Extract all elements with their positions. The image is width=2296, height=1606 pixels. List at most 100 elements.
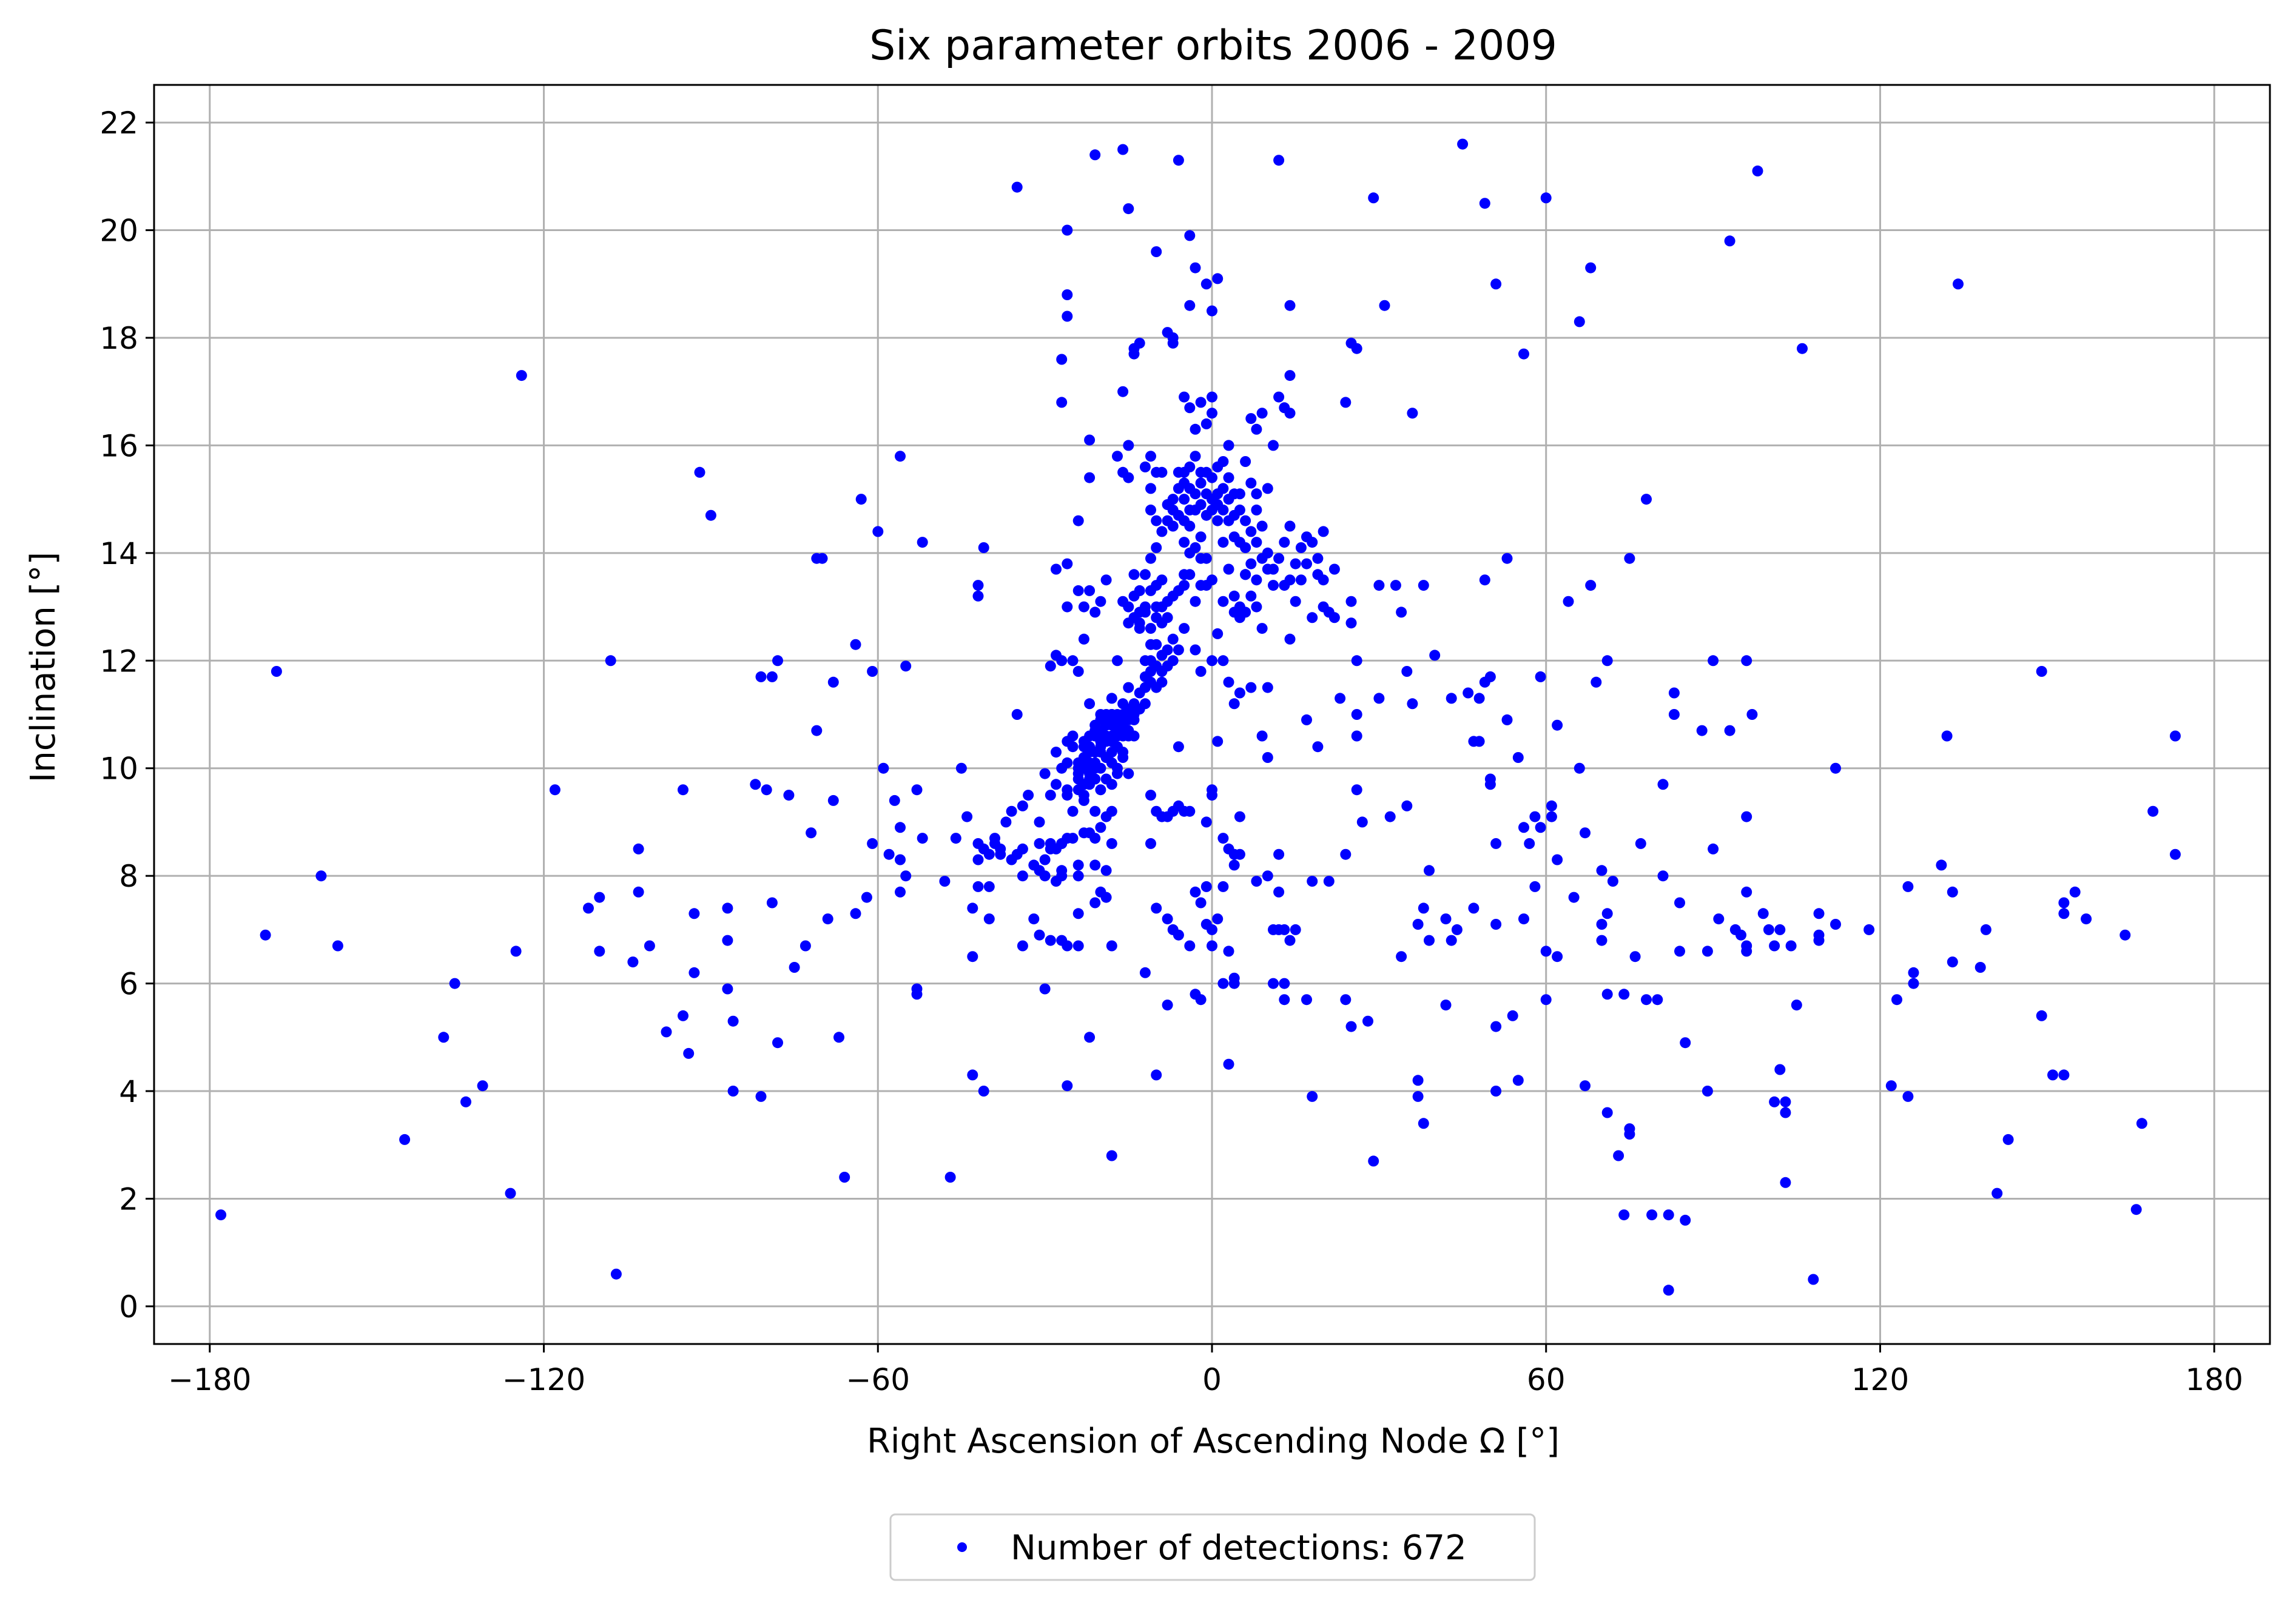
data-point bbox=[1552, 854, 1563, 865]
data-point bbox=[1580, 1080, 1591, 1092]
chart-title: Six parameter orbits 2006 - 2009 bbox=[869, 22, 1557, 70]
data-point bbox=[1746, 709, 1758, 720]
data-point bbox=[1702, 946, 1713, 957]
data-point bbox=[1501, 553, 1513, 564]
data-point bbox=[1217, 655, 1229, 667]
data-point bbox=[772, 1037, 783, 1049]
data-point bbox=[1017, 940, 1028, 952]
data-point bbox=[1307, 537, 1318, 548]
data-point bbox=[1089, 606, 1101, 618]
data-point bbox=[1167, 633, 1179, 645]
data-point bbox=[1234, 687, 1245, 699]
data-point bbox=[678, 784, 688, 796]
data-point bbox=[1373, 693, 1385, 704]
data-point bbox=[1184, 300, 1196, 311]
data-point bbox=[1863, 924, 1875, 935]
data-point bbox=[1245, 590, 1257, 602]
data-point bbox=[1190, 644, 1201, 656]
data-point bbox=[1273, 848, 1285, 860]
legend-label: Number of detections: 672 bbox=[1011, 1528, 1467, 1568]
data-point bbox=[633, 886, 644, 898]
data-point bbox=[1195, 477, 1207, 489]
data-point bbox=[1446, 935, 1457, 946]
data-point bbox=[789, 962, 800, 973]
data-point bbox=[1106, 693, 1117, 704]
data-point bbox=[1156, 466, 1168, 478]
data-point bbox=[505, 1188, 516, 1199]
data-point bbox=[917, 537, 928, 548]
data-point bbox=[1390, 580, 1401, 591]
data-point bbox=[1195, 994, 1207, 1006]
data-point bbox=[1228, 590, 1240, 602]
data-point bbox=[1340, 994, 1352, 1006]
data-point bbox=[1039, 854, 1051, 865]
y-tick-label: 6 bbox=[119, 967, 138, 1002]
data-point bbox=[1240, 456, 1251, 467]
data-point bbox=[755, 1090, 767, 1102]
data-point bbox=[1190, 596, 1201, 607]
data-point bbox=[1574, 762, 1585, 774]
y-tick-label: 4 bbox=[119, 1074, 138, 1109]
data-point bbox=[883, 848, 895, 860]
data-point bbox=[1797, 343, 1808, 354]
data-point bbox=[1145, 623, 1156, 634]
data-point bbox=[661, 1026, 672, 1038]
data-point bbox=[1212, 273, 1224, 284]
data-point bbox=[1084, 472, 1096, 483]
data-point bbox=[1741, 940, 1752, 952]
data-point bbox=[1279, 978, 1290, 989]
data-point bbox=[911, 784, 923, 796]
data-point bbox=[1034, 838, 1045, 849]
data-point bbox=[1479, 574, 1490, 586]
data-point bbox=[1106, 838, 1117, 849]
data-point bbox=[1301, 558, 1312, 569]
data-point bbox=[1340, 848, 1352, 860]
data-point bbox=[1162, 612, 1173, 623]
data-point bbox=[1072, 666, 1084, 677]
data-point bbox=[1195, 897, 1207, 909]
data-point bbox=[1162, 913, 1173, 925]
data-point bbox=[1217, 483, 1229, 494]
data-point bbox=[1568, 892, 1580, 903]
data-point bbox=[1223, 946, 1234, 957]
data-point bbox=[1084, 698, 1096, 710]
data-point bbox=[1151, 639, 1162, 650]
data-point bbox=[1757, 908, 1769, 919]
data-point bbox=[1011, 709, 1023, 720]
data-point bbox=[2170, 730, 2181, 742]
data-point bbox=[1902, 881, 1914, 892]
data-point bbox=[1234, 811, 1245, 822]
data-point bbox=[967, 951, 978, 963]
data-point bbox=[449, 978, 460, 989]
data-point bbox=[1290, 596, 1301, 607]
data-point bbox=[750, 779, 761, 790]
data-point bbox=[1023, 790, 1034, 801]
data-point bbox=[1200, 278, 1212, 290]
data-point bbox=[978, 542, 989, 553]
data-point bbox=[1062, 558, 1073, 569]
data-point bbox=[1162, 644, 1173, 656]
data-point bbox=[594, 946, 605, 957]
data-point bbox=[1284, 574, 1296, 586]
data-point bbox=[1112, 768, 1123, 779]
data-point bbox=[1112, 655, 1123, 667]
data-point bbox=[1234, 848, 1245, 860]
data-point bbox=[1051, 563, 1062, 575]
data-point bbox=[1284, 633, 1296, 645]
data-point bbox=[1473, 693, 1485, 704]
data-point bbox=[1184, 402, 1196, 414]
data-point bbox=[1362, 1015, 1373, 1027]
data-point bbox=[1407, 698, 1418, 710]
data-point bbox=[1217, 537, 1229, 548]
data-point bbox=[1245, 526, 1257, 537]
data-point bbox=[1011, 181, 1023, 193]
data-point bbox=[1368, 192, 1379, 204]
y-tick-label: 0 bbox=[119, 1289, 138, 1325]
data-point bbox=[1123, 601, 1134, 613]
data-point bbox=[1774, 1064, 1786, 1075]
data-point bbox=[1284, 370, 1296, 381]
data-point bbox=[1301, 714, 1312, 725]
data-point bbox=[1618, 1209, 1630, 1221]
data-point bbox=[315, 870, 327, 882]
data-point bbox=[2058, 1069, 2070, 1081]
